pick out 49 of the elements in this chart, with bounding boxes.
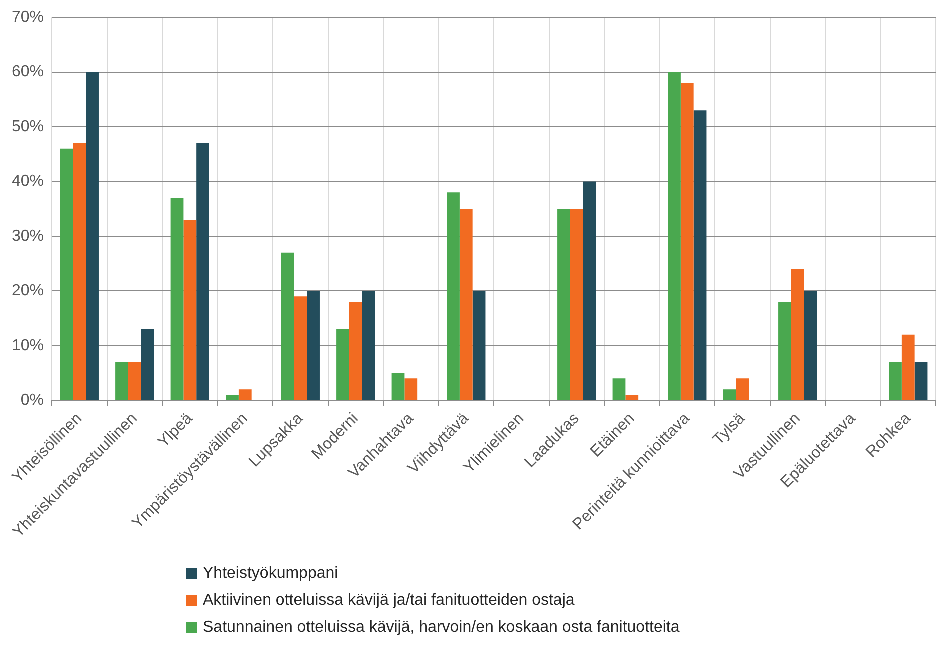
bar	[307, 291, 320, 400]
y-tick-label: 30%	[12, 228, 44, 245]
bar	[141, 329, 154, 400]
legend-label: Satunnainen otteluissa kävijä, harvoin/en koskaan osta fanituotteita	[203, 618, 680, 636]
bar	[583, 182, 596, 400]
bar	[472, 291, 486, 400]
bar	[570, 209, 584, 400]
bar	[889, 362, 902, 400]
bar	[238, 390, 252, 400]
bar	[294, 296, 308, 400]
bar	[680, 83, 694, 400]
bar	[736, 378, 750, 400]
legend-label: Yhteistyökumppani	[203, 564, 338, 582]
bar	[170, 198, 184, 400]
bar	[336, 329, 350, 400]
y-tick-label: 10%	[12, 337, 44, 354]
y-tick-label: 40%	[12, 173, 44, 190]
bar	[196, 143, 210, 400]
y-tick-label: 20%	[12, 282, 44, 300]
y-tick-label: 0%	[20, 392, 44, 409]
y-tick-label: 60%	[12, 64, 44, 81]
bar	[668, 72, 681, 400]
bar	[460, 209, 473, 400]
bar	[558, 209, 570, 400]
bar	[626, 395, 639, 400]
bar	[349, 302, 362, 400]
bar	[281, 252, 294, 400]
bar	[128, 362, 142, 400]
bar	[612, 378, 626, 400]
bar	[804, 291, 818, 400]
bar	[723, 390, 736, 400]
bar	[447, 192, 460, 400]
bar	[694, 110, 707, 400]
bar	[392, 373, 405, 400]
bar	[362, 291, 376, 400]
bar	[184, 220, 197, 400]
y-tick-label: 70%	[12, 9, 44, 26]
bar	[778, 302, 792, 400]
y-tick-label: 50%	[12, 118, 44, 136]
legend-label: Aktiivinen otteluissa kävijä ja/tai fanituotteiden ostaja	[203, 592, 575, 610]
bar	[73, 143, 86, 400]
bar	[226, 395, 239, 400]
bar	[902, 334, 915, 400]
bar	[86, 72, 99, 400]
bar	[914, 362, 928, 400]
bar	[404, 378, 418, 400]
bar	[116, 362, 128, 400]
bar	[60, 148, 74, 400]
bar	[791, 269, 804, 400]
